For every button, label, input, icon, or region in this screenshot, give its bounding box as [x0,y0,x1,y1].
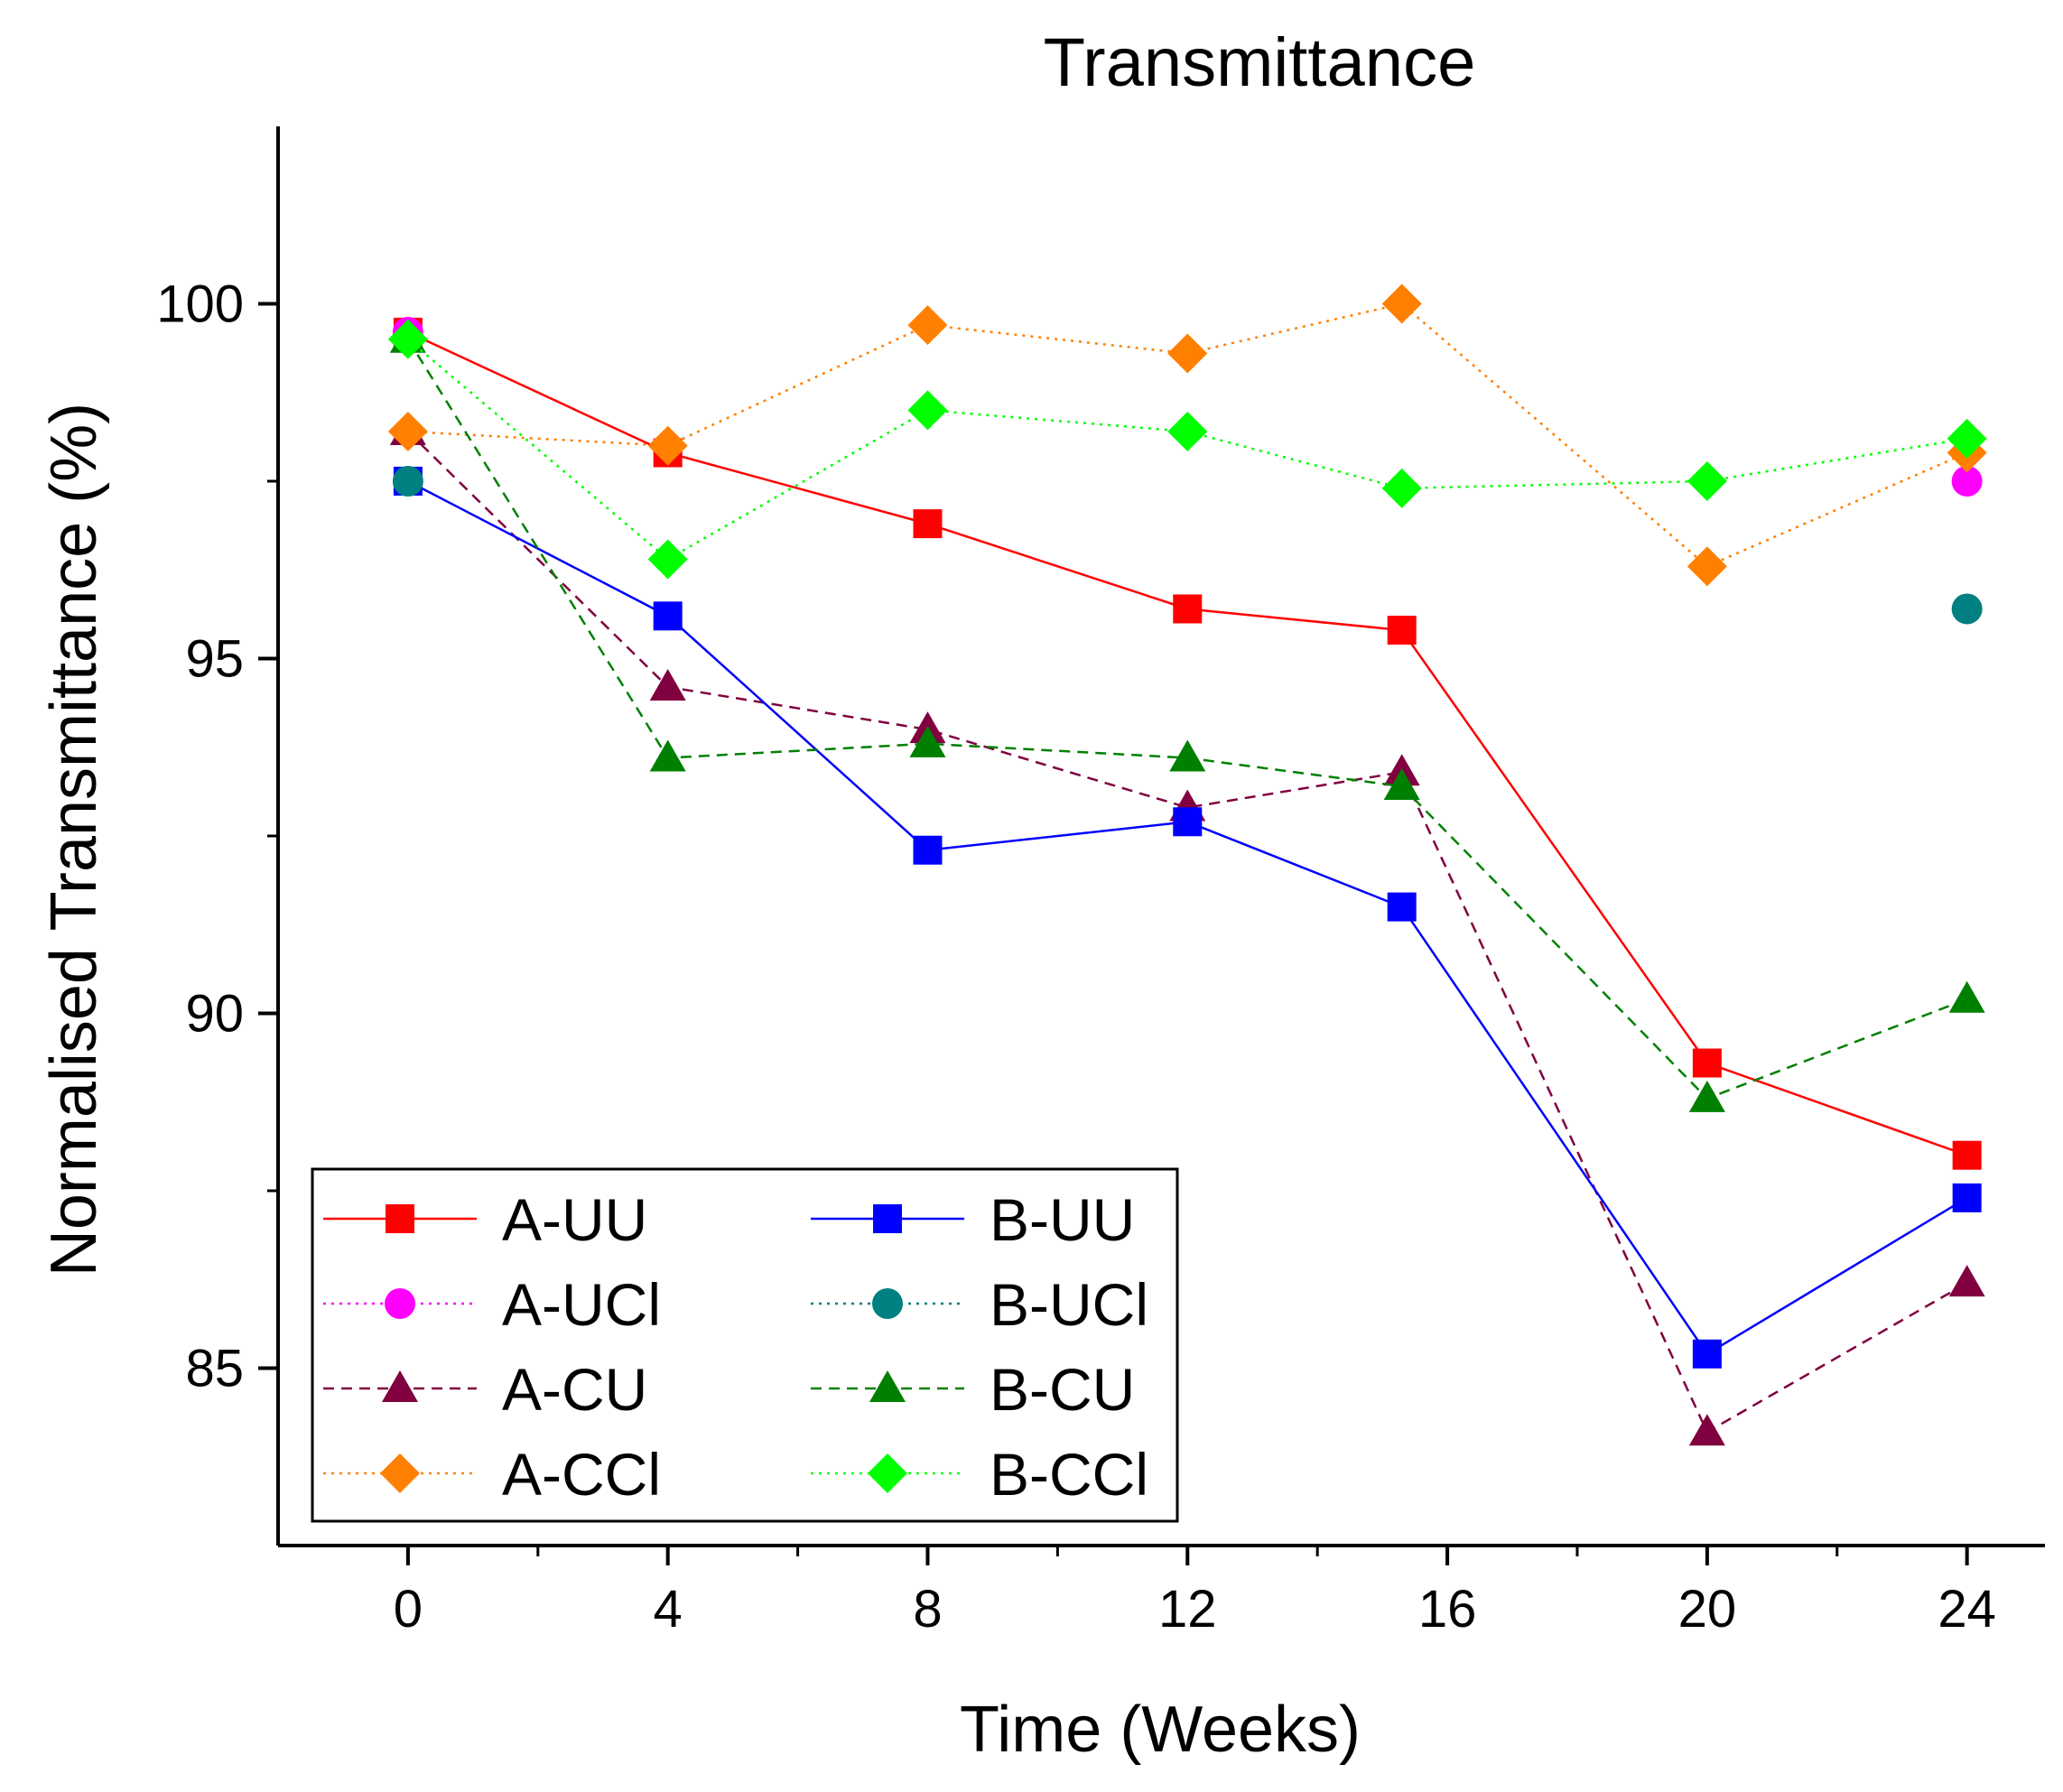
point-b-cu-5 [1688,1080,1725,1112]
point-a-cu-6 [1948,1265,1985,1297]
point-b-cu-1 [649,739,686,772]
legend-box [311,1167,1179,1523]
point-b-ucl-0 [392,466,423,497]
x-tick-label-1: 4 [654,1580,683,1639]
point-a-cu-1 [649,668,686,701]
point-b-uu-4 [1387,892,1417,922]
point-b-ccl-3 [1167,411,1208,451]
x-tick-label-6: 24 [1938,1580,1996,1639]
point-a-ccl-5 [1687,546,1727,587]
y-tick-label-1: 90 [185,985,244,1044]
point-a-ucl-1 [1951,466,1983,497]
series-b-ccl [387,319,1987,580]
x-tick-label-0: 0 [394,1580,423,1639]
x-tick-label-2: 8 [913,1580,942,1639]
legend-item-a-cu: A-CU [323,1356,647,1423]
point-b-ucl-1 [1951,593,1983,625]
point-b-uu-2 [913,835,943,865]
legend-label-a-cu: A-CU [502,1356,647,1423]
point-a-ccl-3 [1167,333,1208,374]
series-layer [387,283,1987,1446]
legend-item-b-ucl: B-UCl [811,1271,1148,1338]
point-a-ccl-0 [387,411,428,451]
point-b-cu-6 [1948,980,1985,1013]
x-axis-label: Time (Weeks) [960,1694,1361,1766]
legend-marker-b-cu [869,1370,906,1402]
point-a-uu-4 [1387,616,1417,645]
x-tick-label-3: 12 [1158,1580,1217,1639]
point-a-uu-2 [913,509,943,539]
point-a-uu-5 [1692,1048,1722,1078]
legend-item-b-cu: B-CU [811,1356,1135,1423]
point-b-cu-3 [1169,739,1206,772]
legend-label-b-uu: B-UU [990,1186,1135,1253]
legend-marker-a-uu [386,1204,414,1233]
point-a-ccl-2 [907,305,948,346]
point-a-ccl-1 [647,425,688,466]
legend-marker-a-ucl [385,1288,415,1319]
point-b-ccl-1 [647,539,688,580]
y-tick-label-3: 100 [156,275,244,334]
point-b-ccl-0 [387,319,428,359]
legend-label-a-ccl: A-CCl [502,1441,661,1508]
point-b-ccl-2 [907,390,948,431]
series-b-ucl [392,466,1983,625]
legend-marker-b-ccl [868,1453,907,1493]
legend-label-a-ucl: A-UCl [502,1271,661,1338]
legend: A-UU A-UCl A-CU A-CCl B-UU B-UCl B-CU B-CCl [311,1167,1179,1523]
point-b-uu-1 [653,601,683,631]
legend-item-a-ucl: A-UCl [323,1271,661,1338]
point-b-uu-6 [1952,1183,1982,1212]
point-a-uu-6 [1952,1140,1982,1170]
y-axis-label: Normalised Transmittance (%) [38,403,110,1277]
legend-item-a-ccl: A-CCl [323,1441,661,1508]
legend-label-b-ucl: B-UCl [990,1271,1148,1338]
point-b-cu-2 [909,725,946,757]
legend-item-b-uu: B-UU [811,1186,1135,1253]
point-b-ccl-6 [1947,418,1987,459]
point-b-uu-5 [1692,1339,1722,1369]
legend-label-b-cu: B-CU [990,1356,1135,1423]
y-tick-label-0: 85 [185,1340,244,1398]
x-tick-label-4: 16 [1418,1580,1477,1639]
legend-marker-a-cu [382,1370,418,1402]
axes: 0 4 8 12 16 20 24 85 90 95 100 [156,126,2045,1639]
series-line-b-cu [406,339,1968,1100]
legend-label-b-ccl: B-CCl [990,1441,1148,1508]
point-b-ccl-5 [1687,461,1727,501]
point-b-uu-3 [1173,807,1203,837]
chart-title: Transmittance [1044,24,1476,101]
point-a-ccl-4 [1381,283,1422,324]
point-a-cu-5 [1688,1414,1725,1446]
legend-marker-b-uu [873,1204,902,1233]
legend-marker-a-ccl [380,1453,420,1493]
point-a-uu-3 [1173,594,1203,624]
legend-item-a-uu: A-UU [323,1186,647,1253]
x-tick-label-5: 20 [1678,1580,1737,1639]
point-b-ccl-4 [1381,468,1422,508]
legend-marker-b-ucl [872,1288,903,1319]
legend-item-b-ccl: B-CCl [811,1441,1148,1508]
legend-label-a-uu: A-UU [502,1186,647,1253]
point-b-cu-4 [1383,767,1420,800]
y-tick-label-2: 95 [185,630,244,689]
